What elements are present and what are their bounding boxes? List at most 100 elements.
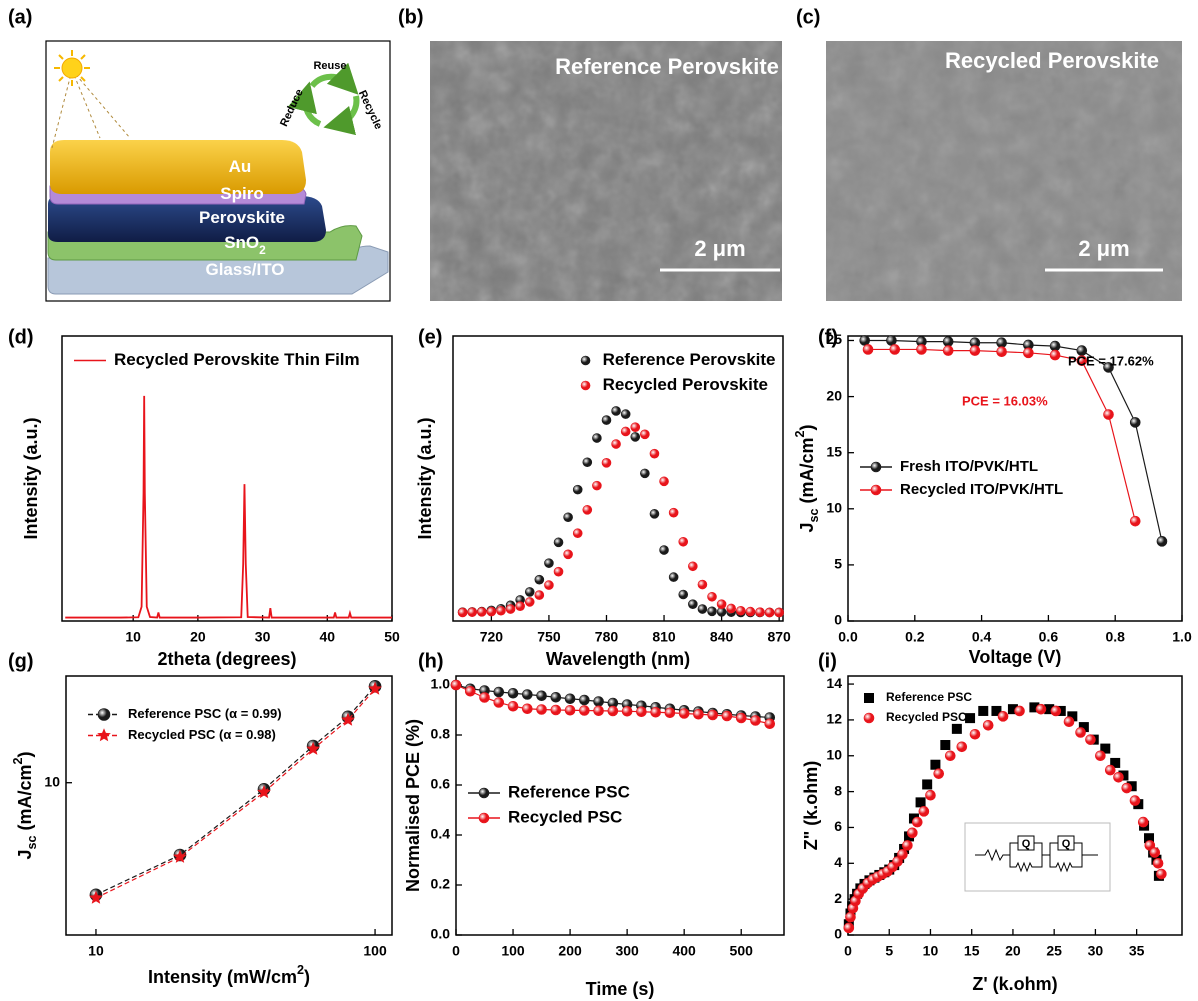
panel-label: (i) <box>818 650 837 672</box>
marker <box>565 694 575 704</box>
x-axis-label: Z' (k.ohm) <box>972 974 1057 994</box>
marker <box>916 797 926 807</box>
marker <box>1050 341 1060 351</box>
marker <box>970 346 980 356</box>
marker <box>477 607 486 616</box>
x-tick-label: 15 <box>964 943 980 959</box>
marker <box>844 923 854 933</box>
label-part: J <box>15 850 35 860</box>
marker <box>522 690 532 700</box>
marker <box>592 434 601 443</box>
y-axis-label: Intensity (a.u.) <box>415 417 435 539</box>
x-tick-label: 40 <box>320 629 336 645</box>
marker <box>565 705 575 715</box>
marker <box>554 567 563 576</box>
marker <box>631 423 640 432</box>
x-tick-label: 0 <box>452 943 460 959</box>
marker <box>1138 817 1148 827</box>
circuit-inset <box>965 823 1110 891</box>
marker <box>916 344 926 354</box>
y-axis-label: Jsc (mA/cm2) <box>11 751 39 859</box>
marker <box>871 462 881 472</box>
y-axis-label: Intensity (a.u.) <box>21 417 41 539</box>
marker <box>1085 735 1095 745</box>
marker <box>579 706 589 716</box>
x-tick-label: 100 <box>363 943 387 959</box>
y-axis-label: Normalised PCE (%) <box>403 719 423 892</box>
x-tick-label: 780 <box>595 629 619 645</box>
marker <box>871 485 881 495</box>
legend-label: Fresh ITO/PVK/HTL <box>900 458 1038 475</box>
marker <box>952 724 962 734</box>
marker <box>494 687 504 697</box>
y-tick-label: 0 <box>834 612 842 628</box>
sem-title: Reference Perovskite <box>555 54 779 79</box>
marker <box>679 537 688 546</box>
x-tick-label: 1.0 <box>1172 629 1192 645</box>
y-axis-label: Z" (k.ohm) <box>801 761 821 851</box>
label-part: ) <box>304 967 310 987</box>
y-tick-label: 2 <box>834 890 842 906</box>
marker <box>496 606 505 615</box>
x-tick-label: 100 <box>501 943 525 959</box>
label-part: sc <box>25 836 39 850</box>
marker <box>864 693 874 703</box>
marker <box>573 529 582 538</box>
x-tick-label: 870 <box>767 629 791 645</box>
marker <box>1122 783 1132 793</box>
marker <box>970 729 980 739</box>
x-tick-label: 750 <box>537 629 561 645</box>
legend-label: Reference PSC (α = 0.99) <box>128 706 282 721</box>
marker <box>621 410 630 419</box>
marker <box>508 701 518 711</box>
marker <box>535 591 544 600</box>
x-tick-label: 10 <box>923 943 939 959</box>
y-tick-label: 10 <box>826 746 842 762</box>
label-part: ) <box>797 424 817 430</box>
y-tick-label: 10 <box>44 773 60 789</box>
y-tick-label: 0.0 <box>431 926 451 942</box>
marker <box>592 481 601 490</box>
y-axis-label: Jsc (mA/cm2) <box>793 424 821 532</box>
x-tick-label: 400 <box>672 943 696 959</box>
y-tick-label: 6 <box>834 818 842 834</box>
label-part: (mA/cm <box>15 764 35 835</box>
marker <box>583 505 592 514</box>
y-tick-label: 20 <box>826 387 842 403</box>
marker <box>755 608 764 617</box>
marker <box>650 449 659 458</box>
label-part: ) <box>15 751 35 757</box>
marker <box>907 828 917 838</box>
marker <box>864 713 874 723</box>
marker <box>669 573 678 582</box>
marker <box>902 840 912 850</box>
marker <box>688 562 697 571</box>
label-part: (mA/cm <box>797 437 817 508</box>
marker <box>1156 869 1166 879</box>
y-tick-label: 15 <box>826 443 842 459</box>
x-tick-label: 200 <box>558 943 582 959</box>
marker <box>860 335 870 345</box>
marker <box>1095 751 1105 761</box>
marker <box>1105 765 1115 775</box>
marker <box>765 719 775 729</box>
marker <box>746 607 755 616</box>
y-tick-label: 0.8 <box>431 726 451 742</box>
legend-label: Recycled Perovskite Thin Film <box>114 350 360 369</box>
marker <box>1036 704 1046 714</box>
label-part: 2 <box>259 243 266 257</box>
marker <box>640 430 649 439</box>
marker <box>736 713 746 723</box>
marker <box>579 695 589 705</box>
x-tick-label: 0 <box>844 943 852 959</box>
y-tick-label: 25 <box>826 331 842 347</box>
panel-label: (e) <box>418 326 442 348</box>
label-part: 2 <box>297 963 304 977</box>
marker <box>925 790 935 800</box>
legend-label: Recycled PSC (α = 0.98) <box>128 727 276 742</box>
marker <box>544 559 553 568</box>
panel-label: (h) <box>418 650 444 672</box>
marker <box>957 742 967 752</box>
series-line <box>65 396 392 618</box>
marker <box>1023 348 1033 358</box>
